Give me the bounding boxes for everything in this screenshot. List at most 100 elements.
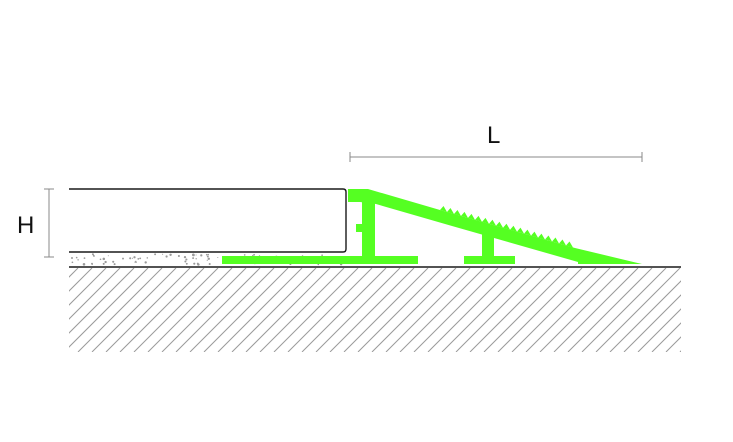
screed-speckle [207, 257, 210, 260]
hatch-line [399, 268, 485, 352]
screed-speckle [107, 255, 109, 257]
hatch-line [623, 294, 681, 352]
hatch-line [161, 268, 247, 352]
screed-speckle [162, 253, 164, 255]
hatch-line [357, 268, 443, 352]
screed-speckle [207, 253, 210, 256]
screed-speckle [243, 254, 246, 256]
hatch-line [69, 268, 107, 306]
hatch-line [525, 268, 611, 352]
hatch-line [708, 268, 733, 352]
screed-speckle [102, 257, 106, 261]
grip-tooth [531, 231, 538, 238]
grip-tooth [566, 241, 573, 248]
grip-tooth [510, 225, 517, 232]
screed-speckle [185, 262, 188, 265]
ramp-support-rib [482, 226, 494, 258]
screed-speckle [183, 255, 187, 259]
screed-speckle [75, 256, 78, 259]
grip-tooth [545, 235, 552, 242]
ramp-left-tab [356, 224, 364, 232]
hatch-line [483, 268, 569, 352]
substrate-hatching [69, 268, 733, 352]
length-dimension-label: L [487, 122, 500, 149]
ramp-profile [222, 189, 642, 264]
hatch-line [441, 268, 527, 352]
hatch-line [315, 268, 401, 352]
screed-speckle [208, 262, 211, 266]
hatch-line [133, 268, 219, 352]
screed-speckle [205, 253, 208, 256]
grip-tooth [468, 213, 475, 220]
hatch-line [105, 268, 191, 352]
hatch-line [539, 268, 625, 352]
hatch-line [91, 268, 177, 352]
hatch-line [259, 268, 345, 352]
screed-speckle [206, 255, 209, 258]
screed-speckle [131, 257, 134, 259]
screed-speckle [112, 260, 115, 263]
screed-speckle [184, 260, 187, 263]
hatch-line [694, 268, 733, 352]
hatch-line [69, 268, 79, 278]
grip-tooth [475, 215, 482, 222]
hatch-line [567, 268, 653, 352]
hatch-line [231, 268, 317, 352]
hatch-line [553, 268, 639, 352]
hatch-line [511, 268, 597, 352]
screed-speckle [135, 261, 137, 263]
grip-tooth [503, 223, 510, 230]
ramp-vertical-leg [362, 200, 375, 258]
hatch-line [385, 268, 471, 352]
hatch-line [665, 336, 681, 352]
screed-speckle [113, 263, 116, 266]
hatch-line [651, 322, 681, 352]
hatch-line [147, 268, 233, 352]
hatch-line [189, 268, 275, 352]
grip-tooth [524, 229, 531, 236]
hatch-line [371, 268, 457, 352]
hatch-line [609, 280, 681, 352]
hatch-line [77, 268, 163, 352]
hatch-line [69, 268, 121, 320]
hatch-line [245, 268, 331, 352]
screed-speckle [137, 257, 140, 260]
screed-speckle [252, 254, 254, 257]
screed-speckle [102, 262, 105, 265]
screed-speckle [129, 257, 132, 260]
screed-speckle [321, 254, 323, 257]
screed-speckle [193, 262, 196, 265]
hatch-line [637, 308, 681, 352]
hatch-line [69, 268, 93, 292]
ramp-grip-serrations [440, 206, 573, 248]
hatch-line [343, 268, 429, 352]
screed-speckle [83, 257, 86, 259]
grip-tooth [447, 207, 454, 214]
grip-tooth [538, 233, 545, 240]
screed-speckle [192, 253, 195, 257]
screed-speckle [71, 257, 73, 259]
screed-speckle [134, 261, 136, 263]
screed-speckle [200, 254, 203, 257]
hatch-line [455, 268, 541, 352]
screed-speckle [133, 256, 136, 259]
grip-tooth [454, 209, 461, 216]
screed-speckle [91, 263, 93, 265]
hatch-line [203, 268, 289, 352]
height-dimension [44, 188, 54, 258]
ramp-support-foot [464, 256, 515, 264]
screed-speckle [195, 258, 197, 260]
hatch-line [217, 268, 303, 352]
screed-speckle [169, 253, 172, 256]
grip-tooth [461, 211, 468, 218]
grip-tooth [482, 217, 489, 224]
screed-speckle [192, 257, 195, 260]
screed-speckle [177, 254, 180, 258]
ramp-base-flange [222, 256, 418, 264]
ramp-sloped-surface [348, 189, 642, 264]
screed-speckle [77, 259, 79, 261]
grip-tooth [559, 239, 566, 246]
height-dimension-label: H [17, 212, 34, 239]
hatch-line [175, 268, 261, 352]
